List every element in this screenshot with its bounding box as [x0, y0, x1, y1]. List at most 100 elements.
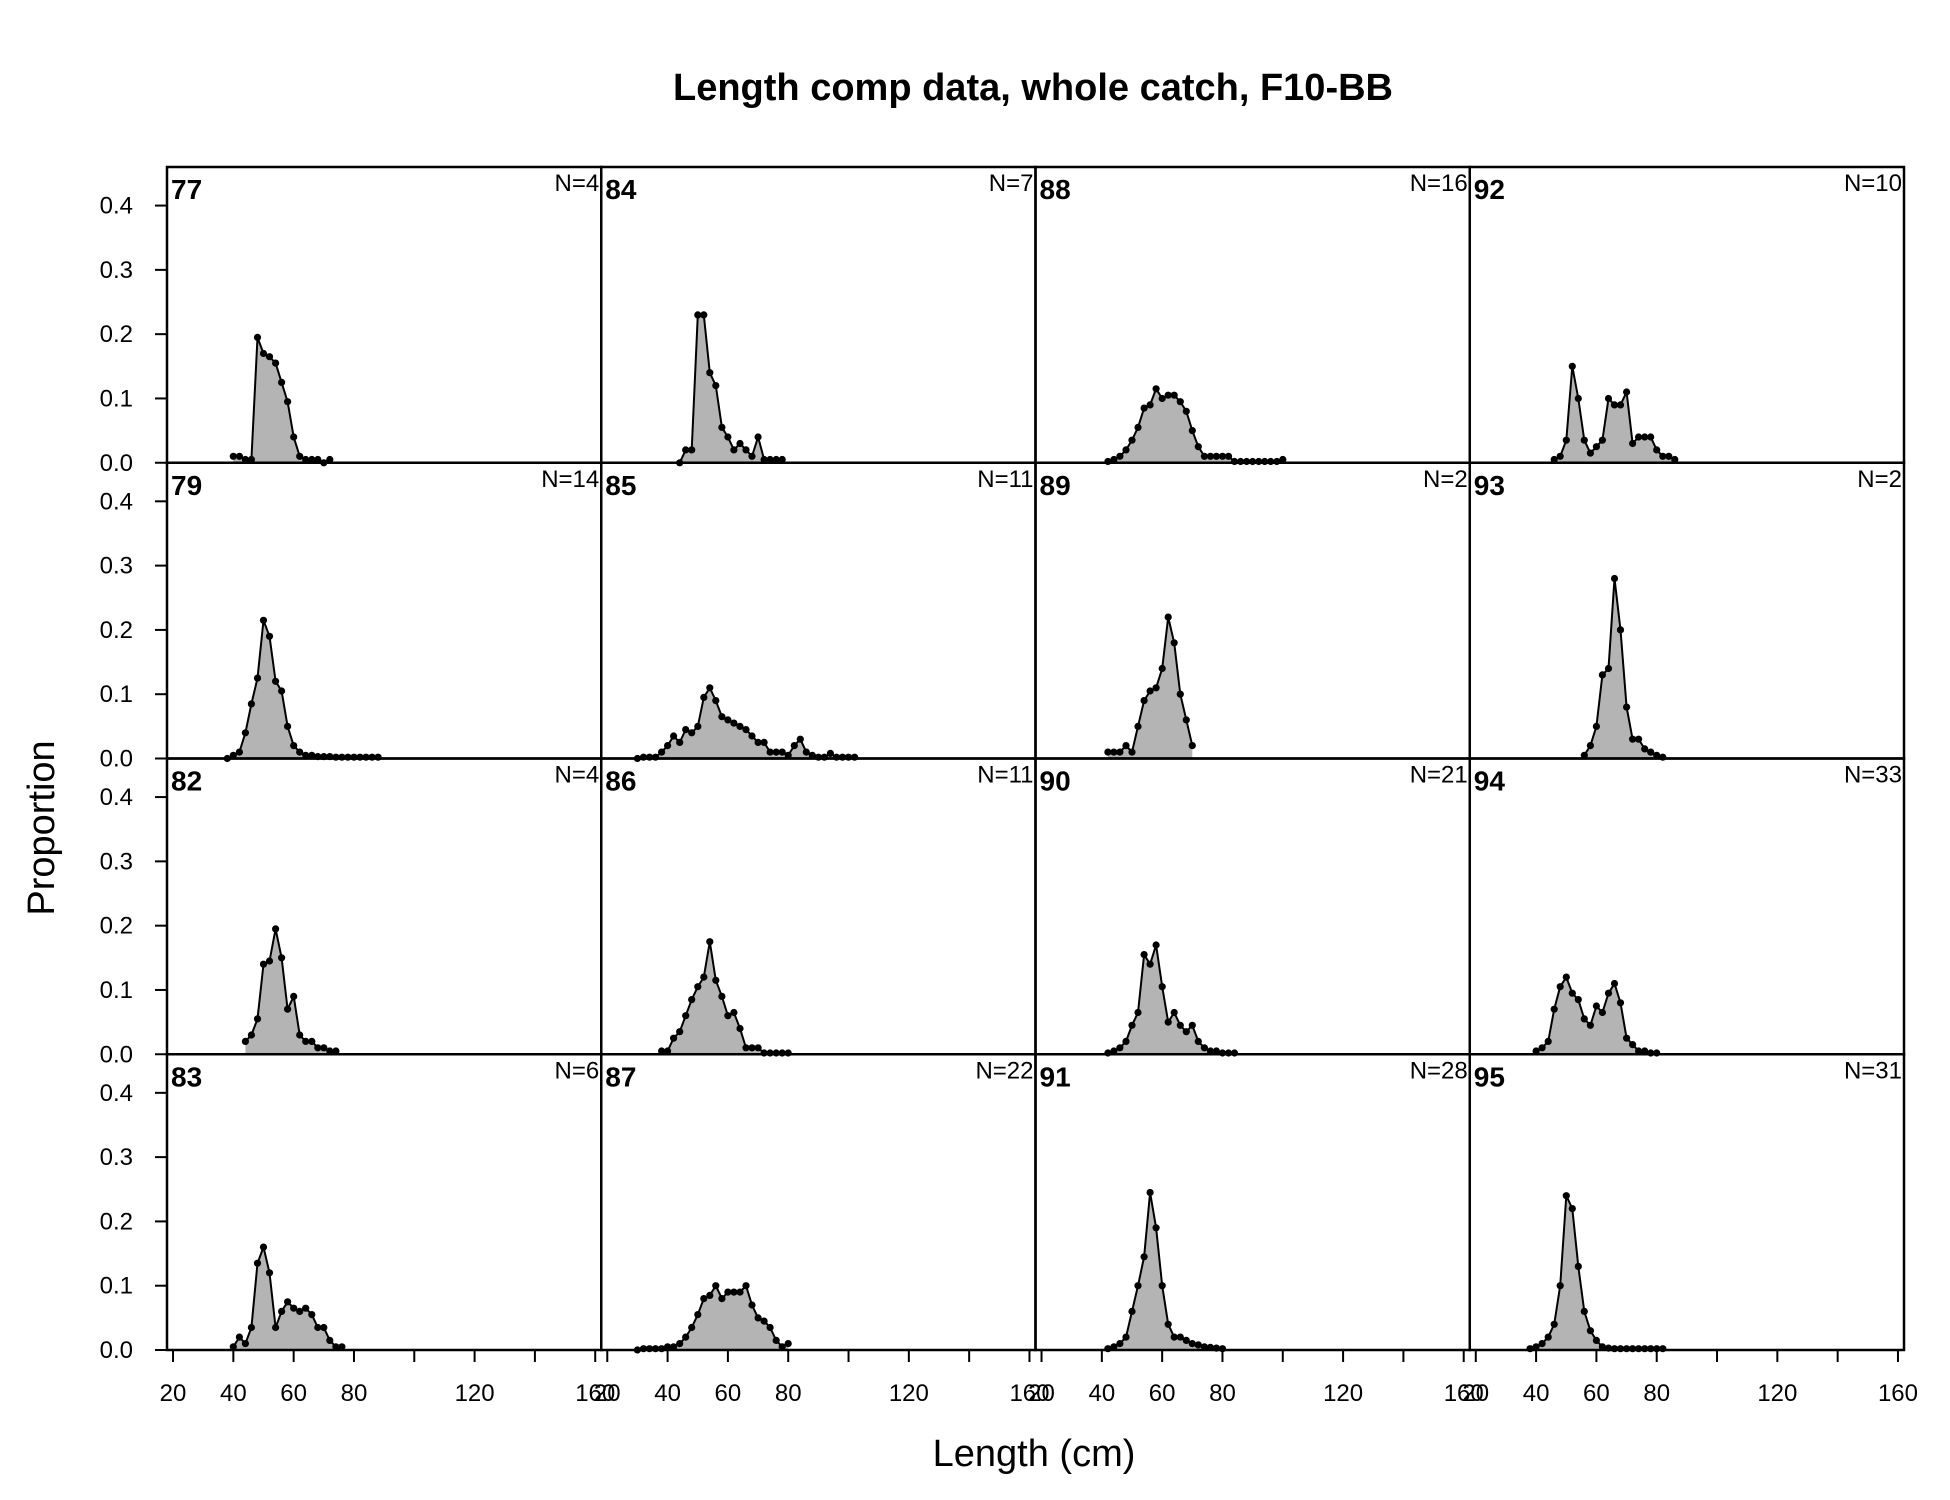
point-93-80: [1653, 751, 1661, 759]
point-87-52: [700, 1295, 708, 1303]
point-88-68: [1182, 407, 1190, 415]
y-tick-label-row4-3: 0.3: [100, 1144, 133, 1171]
point-85-86: [802, 748, 810, 756]
point-83-68: [314, 1323, 322, 1332]
point-94-64: [1604, 989, 1613, 997]
point-84-54: [706, 369, 714, 377]
point-79-46: [247, 700, 255, 708]
point-87-46: [682, 1333, 690, 1341]
panel-90: 90 N=21: [1034, 757, 1471, 1057]
panel-frame-87: [600, 1053, 1037, 1352]
x-tick-label-col4-80: 80: [1643, 1380, 1670, 1407]
point-85-94: [826, 749, 835, 758]
point-84-74: [766, 455, 774, 464]
point-95-48: [1556, 1282, 1564, 1290]
point-89-42: [1104, 748, 1112, 756]
point-83-64: [302, 1304, 310, 1312]
area-91: [1107, 1192, 1223, 1350]
point-90-78: [1212, 1047, 1220, 1055]
point-84-50: [694, 311, 702, 319]
point-90-62: [1164, 1018, 1172, 1026]
panel-n-label-90: N=21: [1410, 762, 1468, 789]
panel-92: 92 N=10: [1468, 165, 1906, 464]
y-tick-label-row1-0: 0.0: [100, 450, 133, 477]
x-tick-label-col3-120: 120: [1323, 1380, 1363, 1407]
area-95: [1530, 1195, 1663, 1350]
point-91-70: [1188, 1340, 1196, 1348]
point-94-58: [1586, 1021, 1594, 1029]
point-88-58: [1152, 385, 1160, 393]
point-87-50: [694, 1311, 702, 1319]
x-tick-label-col1-60: 60: [280, 1380, 307, 1407]
point-95-44: [1544, 1333, 1552, 1341]
point-92-62: [1598, 436, 1606, 444]
point-86-70: [754, 1044, 762, 1052]
point-88-82: [1224, 452, 1233, 460]
point-93-68: [1616, 626, 1625, 634]
x-tick-label-col2-60: 60: [715, 1380, 742, 1407]
point-90-76: [1206, 1047, 1214, 1055]
x-tick-label-col1-160: 160: [575, 1380, 615, 1407]
point-87-72: [760, 1317, 768, 1325]
panel-frame-77: [165, 165, 603, 464]
point-84-68: [748, 452, 756, 460]
point-94-50: [1562, 973, 1570, 981]
panel-83: 83 N=6: [165, 1053, 603, 1352]
point-90-72: [1194, 1037, 1202, 1045]
panel-frame-95: [1468, 1053, 1906, 1352]
point-87-58: [718, 1295, 726, 1303]
point-85-72: [760, 738, 768, 747]
point-83-46: [247, 1323, 255, 1332]
point-87-68: [748, 1301, 756, 1309]
point-86-66: [742, 1044, 750, 1052]
x-tick-label-col2-20: 20: [594, 1380, 621, 1407]
point-85-68: [748, 732, 756, 740]
point-85-82: [790, 742, 798, 750]
x-tick-label-col4-40: 40: [1523, 1380, 1550, 1407]
point-79-50: [259, 616, 268, 624]
point-94-68: [1616, 999, 1625, 1007]
y-tick-label-row2-0: 0.0: [100, 746, 133, 773]
point-95-40: [1532, 1343, 1540, 1351]
point-84-48: [688, 446, 696, 454]
point-89-54: [1140, 697, 1148, 705]
point-92-66: [1610, 401, 1619, 409]
point-86-54: [706, 938, 714, 946]
point-85-60: [724, 716, 732, 724]
panel-year-label-82: 82: [171, 766, 202, 797]
panel-86: 86 N=11: [600, 757, 1037, 1057]
area-86: [661, 941, 789, 1055]
point-91-60: [1158, 1282, 1166, 1290]
point-86-52: [700, 973, 708, 981]
point-87-62: [730, 1288, 738, 1296]
point-88-56: [1146, 401, 1154, 409]
x-axis-title: Length (cm): [933, 1433, 1136, 1475]
point-79-52: [265, 632, 274, 640]
panel-n-label-86: N=11: [977, 762, 1033, 789]
point-84-66: [742, 446, 750, 454]
point-87-44: [676, 1340, 684, 1348]
area-82: [245, 928, 336, 1055]
point-82-50: [259, 960, 268, 968]
panel-year-label-85: 85: [605, 470, 636, 501]
point-83-76: [338, 1343, 346, 1351]
point-85-88: [808, 751, 816, 759]
panel-91: 91 N=28: [1034, 1053, 1471, 1353]
panel-year-label-95: 95: [1474, 1061, 1505, 1092]
point-82-52: [265, 957, 274, 965]
point-85-52: [700, 693, 708, 702]
point-93-76: [1641, 745, 1649, 753]
point-84-60: [724, 433, 732, 441]
point-77-58: [284, 398, 292, 406]
point-84-76: [772, 455, 780, 464]
point-83-58: [284, 1298, 292, 1306]
point-90-74: [1200, 1044, 1208, 1052]
point-85-56: [712, 697, 720, 705]
point-84-58: [718, 423, 726, 431]
panel-87: 87 N=22: [600, 1053, 1037, 1354]
point-92-82: [1659, 452, 1667, 460]
point-86-58: [718, 992, 726, 1001]
point-82-46: [247, 1031, 255, 1039]
chart-title: Length comp data, whole catch, F10-BB: [673, 67, 1393, 109]
point-87-76: [772, 1336, 780, 1344]
